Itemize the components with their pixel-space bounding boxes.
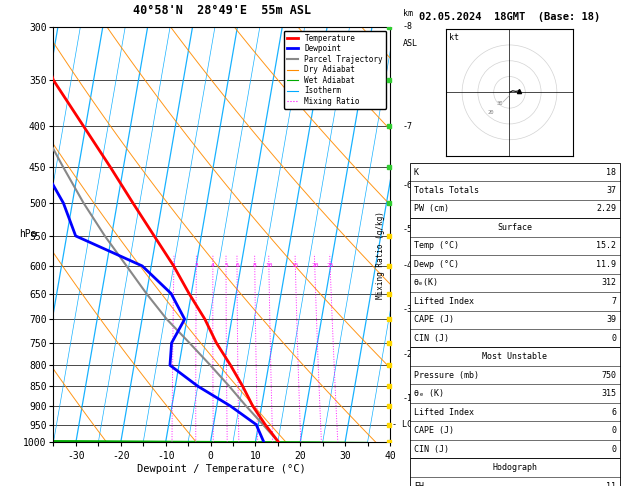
Text: 7: 7 — [611, 297, 616, 306]
Text: CAPE (J): CAPE (J) — [414, 315, 454, 324]
Text: 02.05.2024  18GMT  (Base: 18): 02.05.2024 18GMT (Base: 18) — [419, 12, 600, 22]
Text: 0: 0 — [611, 445, 616, 453]
Text: -1: -1 — [403, 394, 413, 402]
Text: © weatheronline.co.uk: © weatheronline.co.uk — [412, 472, 509, 481]
Text: CAPE (J): CAPE (J) — [414, 426, 454, 435]
Text: Lifted Index: Lifted Index — [414, 408, 474, 417]
Text: PW (cm): PW (cm) — [414, 205, 449, 213]
Text: 8: 8 — [253, 263, 257, 268]
Text: 15: 15 — [292, 263, 299, 268]
Text: 18: 18 — [606, 168, 616, 176]
Text: Temp (°C): Temp (°C) — [414, 242, 459, 250]
Text: Dewp (°C): Dewp (°C) — [414, 260, 459, 269]
Text: 5: 5 — [224, 263, 228, 268]
Text: kt: kt — [449, 33, 459, 42]
Text: Surface: Surface — [498, 223, 532, 232]
Text: 2.29: 2.29 — [596, 205, 616, 213]
Text: km: km — [403, 9, 413, 18]
Text: EH: EH — [414, 482, 424, 486]
Text: hPa: hPa — [19, 229, 37, 240]
Text: Pressure (mb): Pressure (mb) — [414, 371, 479, 380]
Text: 20: 20 — [311, 263, 318, 268]
Text: 37: 37 — [606, 186, 616, 195]
Text: -7: -7 — [403, 122, 413, 131]
Text: 20: 20 — [487, 110, 494, 116]
Text: -6: -6 — [403, 181, 413, 190]
Text: 39: 39 — [606, 315, 616, 324]
Text: 2: 2 — [172, 263, 175, 268]
Text: 0: 0 — [611, 334, 616, 343]
Text: 312: 312 — [601, 278, 616, 287]
Text: 6: 6 — [235, 263, 239, 268]
Text: 10: 10 — [265, 263, 272, 268]
Text: 15.2: 15.2 — [596, 242, 616, 250]
Text: -8: -8 — [403, 22, 413, 31]
Text: -4: -4 — [403, 261, 413, 270]
Text: - LCL: - LCL — [392, 420, 418, 429]
X-axis label: Dewpoint / Temperature (°C): Dewpoint / Temperature (°C) — [137, 464, 306, 474]
Text: 3: 3 — [194, 263, 198, 268]
Text: 4: 4 — [211, 263, 214, 268]
Text: Most Unstable: Most Unstable — [482, 352, 547, 361]
Text: -3: -3 — [403, 305, 413, 313]
Text: 750: 750 — [601, 371, 616, 380]
Text: Hodograph: Hodograph — [493, 463, 537, 472]
Text: 315: 315 — [601, 389, 616, 398]
Text: 30: 30 — [497, 101, 503, 106]
Text: 11.9: 11.9 — [596, 260, 616, 269]
Text: -5: -5 — [403, 225, 413, 234]
Text: Lifted Index: Lifted Index — [414, 297, 474, 306]
Text: 40°58'N  28°49'E  55m ASL: 40°58'N 28°49'E 55m ASL — [133, 4, 311, 17]
Text: ASL: ASL — [403, 39, 418, 48]
Text: 25: 25 — [326, 263, 334, 268]
Text: -2: -2 — [403, 350, 413, 359]
Legend: Temperature, Dewpoint, Parcel Trajectory, Dry Adiabat, Wet Adiabat, Isotherm, Mi: Temperature, Dewpoint, Parcel Trajectory… — [284, 31, 386, 109]
Text: 6: 6 — [611, 408, 616, 417]
Text: θₑ (K): θₑ (K) — [414, 389, 444, 398]
Text: CIN (J): CIN (J) — [414, 334, 449, 343]
Text: CIN (J): CIN (J) — [414, 445, 449, 453]
Text: Mixing Ratio (g/kg): Mixing Ratio (g/kg) — [376, 211, 385, 299]
Text: 0: 0 — [611, 426, 616, 435]
Text: K: K — [414, 168, 419, 176]
Text: -11: -11 — [601, 482, 616, 486]
Text: Totals Totals: Totals Totals — [414, 186, 479, 195]
Text: θₑ(K): θₑ(K) — [414, 278, 439, 287]
